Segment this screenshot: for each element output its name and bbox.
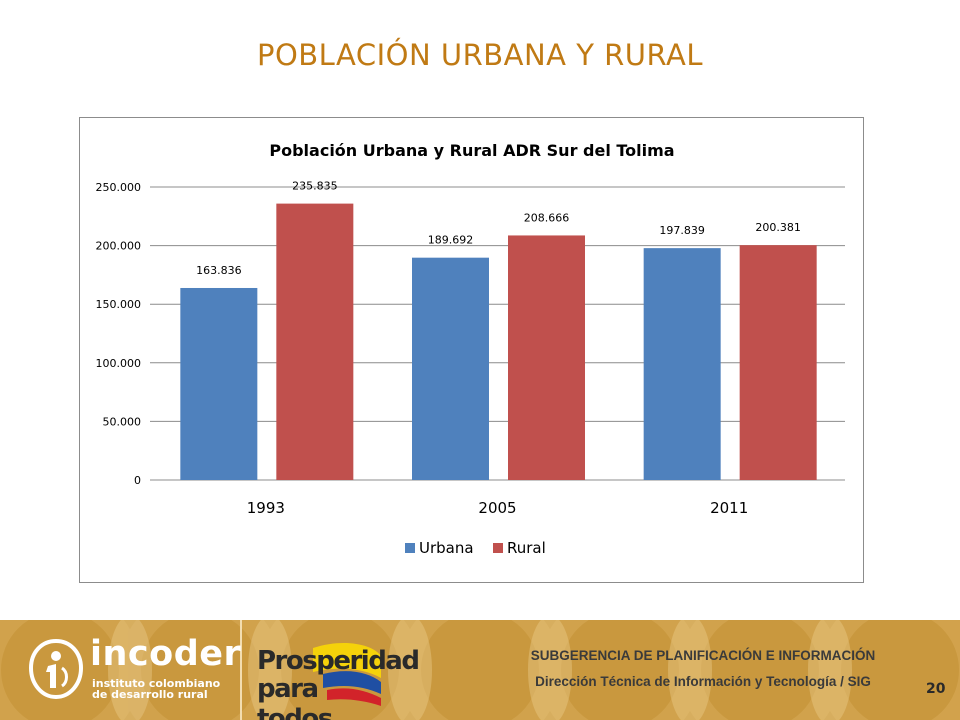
bar-urbana-2011 — [643, 248, 721, 480]
bar-rural-1993 — [276, 203, 354, 480]
prosperidad-logo: Prosperidad para todos — [253, 638, 420, 720]
y-tick-label: 100.000 — [96, 357, 142, 370]
flag-swoosh-icon — [313, 642, 381, 706]
bar-urbana-2005 — [412, 257, 489, 480]
incoder-tagline-line1: instituto colombiano — [92, 677, 221, 690]
incoder-emblem-icon — [28, 638, 84, 700]
data-label: 197.839 — [659, 224, 705, 237]
incoder-name: incoder — [90, 634, 242, 674]
y-tick-label: 50.000 — [103, 415, 142, 428]
legend-label-rural: Rural — [507, 539, 546, 557]
data-labels: 163.836 235.835 189.692 208.666 197.839 200.3… — [196, 180, 801, 277]
footer-pattern — [0, 620, 960, 720]
data-label: 208.666 — [524, 211, 570, 224]
slide-title: POBLACIÓN URBANA Y RURAL — [256, 38, 704, 72]
bars — [180, 203, 817, 480]
legend-swatch-urbana — [405, 543, 415, 553]
bar-urbana-1993 — [180, 287, 258, 480]
incoder-logo: incoder instituto colombiano de desarrol… — [0, 620, 242, 720]
y-tick-label: 200.000 — [96, 240, 142, 253]
bar-chart: Población Urbana y Rural ADR Sur del Tol… — [96, 141, 845, 557]
subgerencia-label: SUBGERENCIA DE PLANIFICACIÓN E INFORMACI… — [530, 648, 876, 663]
data-label: 189.692 — [428, 234, 474, 247]
legend: Urbana Rural — [405, 539, 546, 557]
x-axis-ticks: 1993 2005 2011 — [247, 499, 749, 517]
footer-banner: incoder instituto colombiano de desarrol… — [0, 620, 960, 720]
gridlines — [150, 186, 845, 481]
direccion-label: Dirección Técnica de Información y Tecno… — [535, 674, 871, 689]
bar-rural-2005 — [508, 235, 585, 480]
y-tick-label: 0 — [134, 474, 141, 487]
chart-frame: Población Urbana y Rural ADR Sur del Tol… — [79, 117, 864, 583]
chart-title: Población Urbana y Rural ADR Sur del Tol… — [269, 141, 674, 160]
bar-rural-2011 — [739, 245, 817, 480]
incoder-tagline-line2: de desarrollo rural — [92, 688, 208, 701]
x-tick-label: 2011 — [710, 499, 748, 517]
y-tick-label: 150.000 — [96, 298, 142, 311]
legend-label-urbana: Urbana — [419, 539, 474, 557]
x-tick-label: 1993 — [247, 499, 285, 517]
x-tick-label: 2005 — [478, 499, 516, 517]
para-todos-text: para todos — [257, 674, 333, 720]
prosperidad-text: Prosperidad — [257, 646, 420, 676]
incoder-tagline: instituto colombiano de desarrollo rural — [92, 678, 220, 700]
data-label: 200.381 — [755, 221, 801, 234]
page-number: 20 — [926, 681, 946, 697]
y-axis-ticks: 0 50.000 100.000 150.000 200.000 250.000 — [96, 181, 142, 487]
data-label: 235.835 — [292, 180, 338, 193]
legend-swatch-rural — [493, 543, 503, 553]
data-label: 163.836 — [196, 264, 242, 277]
y-tick-label: 250.000 — [96, 181, 142, 194]
